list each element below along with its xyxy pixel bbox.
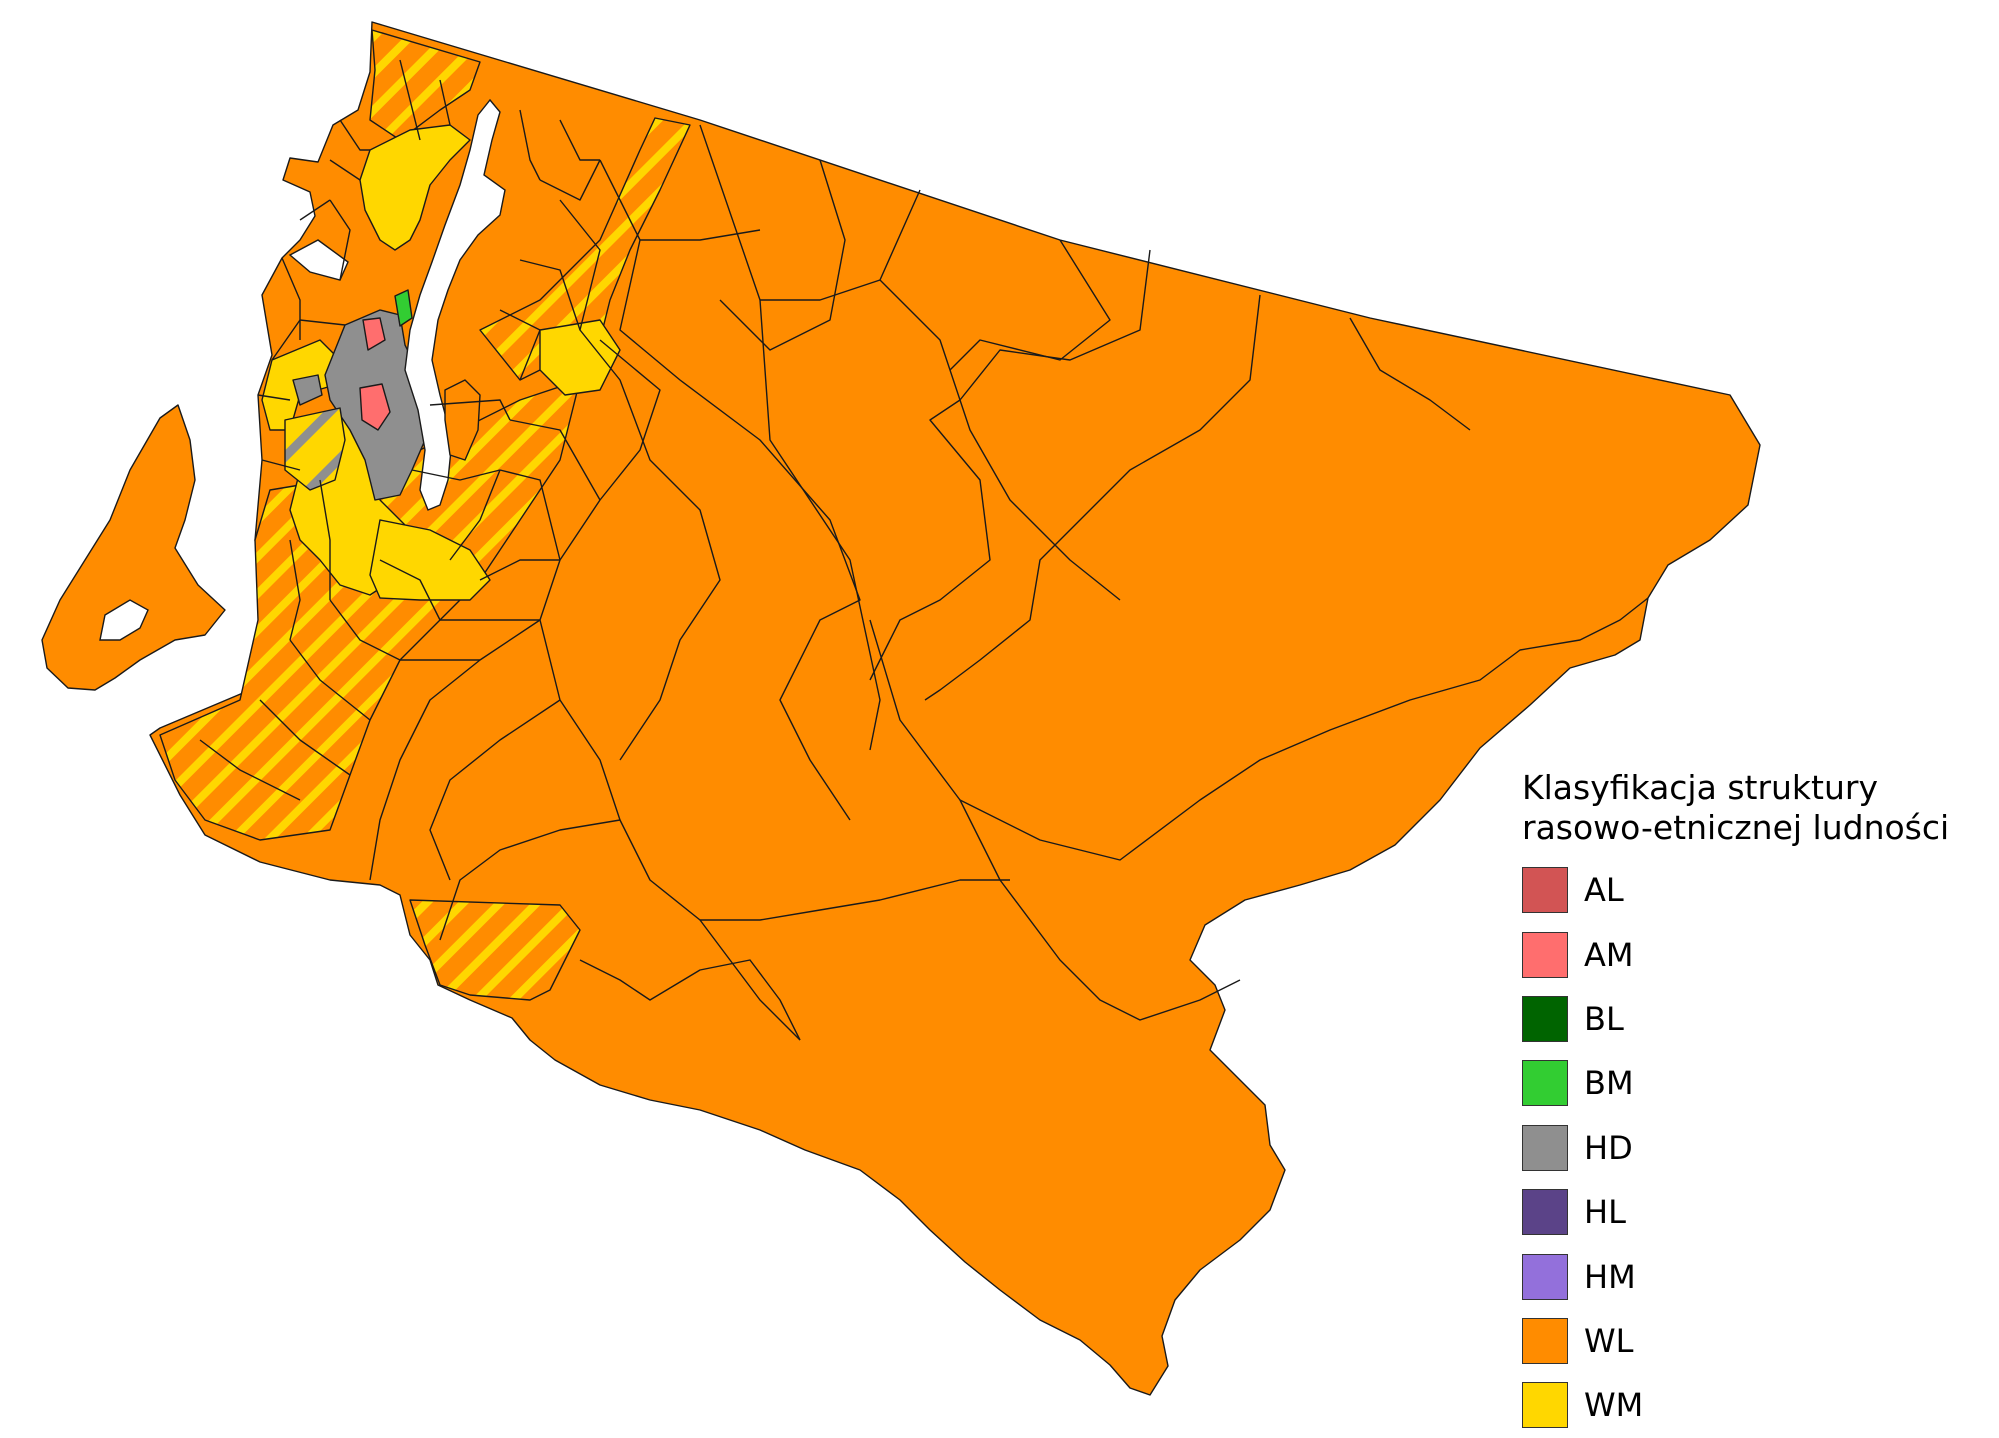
legend-label-hm: HM: [1584, 1257, 1636, 1296]
wm-hatched-zone-southeast: [409, 899, 581, 1001]
legend-title: Klasyfikacja struktury rasowo-etnicznej …: [1522, 768, 1982, 848]
legend-item-hd: HD: [1522, 1116, 1982, 1180]
legend-title-line1: Klasyfikacja struktury: [1522, 768, 1878, 807]
legend-swatch-hl: [1522, 1189, 1568, 1236]
wm-zone-south: [369, 519, 491, 601]
bm-tract: [394, 289, 413, 327]
wm-hatched-zone-north: [369, 29, 481, 141]
am-tract-1: [362, 317, 386, 351]
legend-item-am: AM: [1522, 922, 1982, 986]
legend-item-bm: BM: [1522, 1051, 1982, 1115]
legend-swatch-am: [1522, 931, 1568, 978]
legend-swatch-wl: [1522, 1317, 1568, 1364]
legend-swatch-bm: [1522, 1060, 1568, 1107]
hd-hatched-zone: [284, 407, 346, 491]
legend-label-hd: HD: [1584, 1128, 1633, 1167]
legend-item-al: AL: [1522, 858, 1982, 922]
legend-swatch-wm: [1522, 1382, 1568, 1429]
puget-sound-inlet: [288, 239, 349, 281]
legend-label-bl: BL: [1584, 999, 1624, 1038]
am-tract-2: [359, 383, 391, 431]
wm-hatched-zone-south: [159, 379, 581, 841]
legend-item-hm: HM: [1522, 1244, 1982, 1308]
lake-washington: [404, 98, 506, 511]
legend-item-wm: WM: [1522, 1373, 1982, 1437]
legend-item-bl: BL: [1522, 987, 1982, 1051]
vashon-island: [41, 404, 226, 691]
legend-swatch-hm: [1522, 1253, 1568, 1300]
legend-label-hl: HL: [1584, 1193, 1626, 1232]
legend-swatch-hd: [1522, 1124, 1568, 1171]
tract-boundaries: [199, 59, 1649, 1041]
wm-zone-bellevue: [539, 319, 621, 396]
legend-label-al: AL: [1584, 871, 1624, 910]
legend-label-bm: BM: [1584, 1064, 1634, 1103]
vashon-inlet: [99, 599, 149, 641]
legend-item-hl: HL: [1522, 1180, 1982, 1244]
hd-zone-west: [292, 374, 323, 406]
legend-label-am: AM: [1584, 935, 1634, 974]
mercer-island: [444, 379, 481, 461]
legend-item-wl: WL: [1522, 1309, 1982, 1373]
legend-label-wl: WL: [1584, 1321, 1634, 1360]
legend-title-line2: rasowo-etnicznej ludności: [1522, 808, 1950, 847]
legend-swatch-bl: [1522, 995, 1568, 1042]
legend-swatch-al: [1522, 867, 1568, 914]
map-legend: Klasyfikacja struktury rasowo-etnicznej …: [1522, 768, 1982, 1438]
legend-label-wm: WM: [1584, 1386, 1644, 1425]
